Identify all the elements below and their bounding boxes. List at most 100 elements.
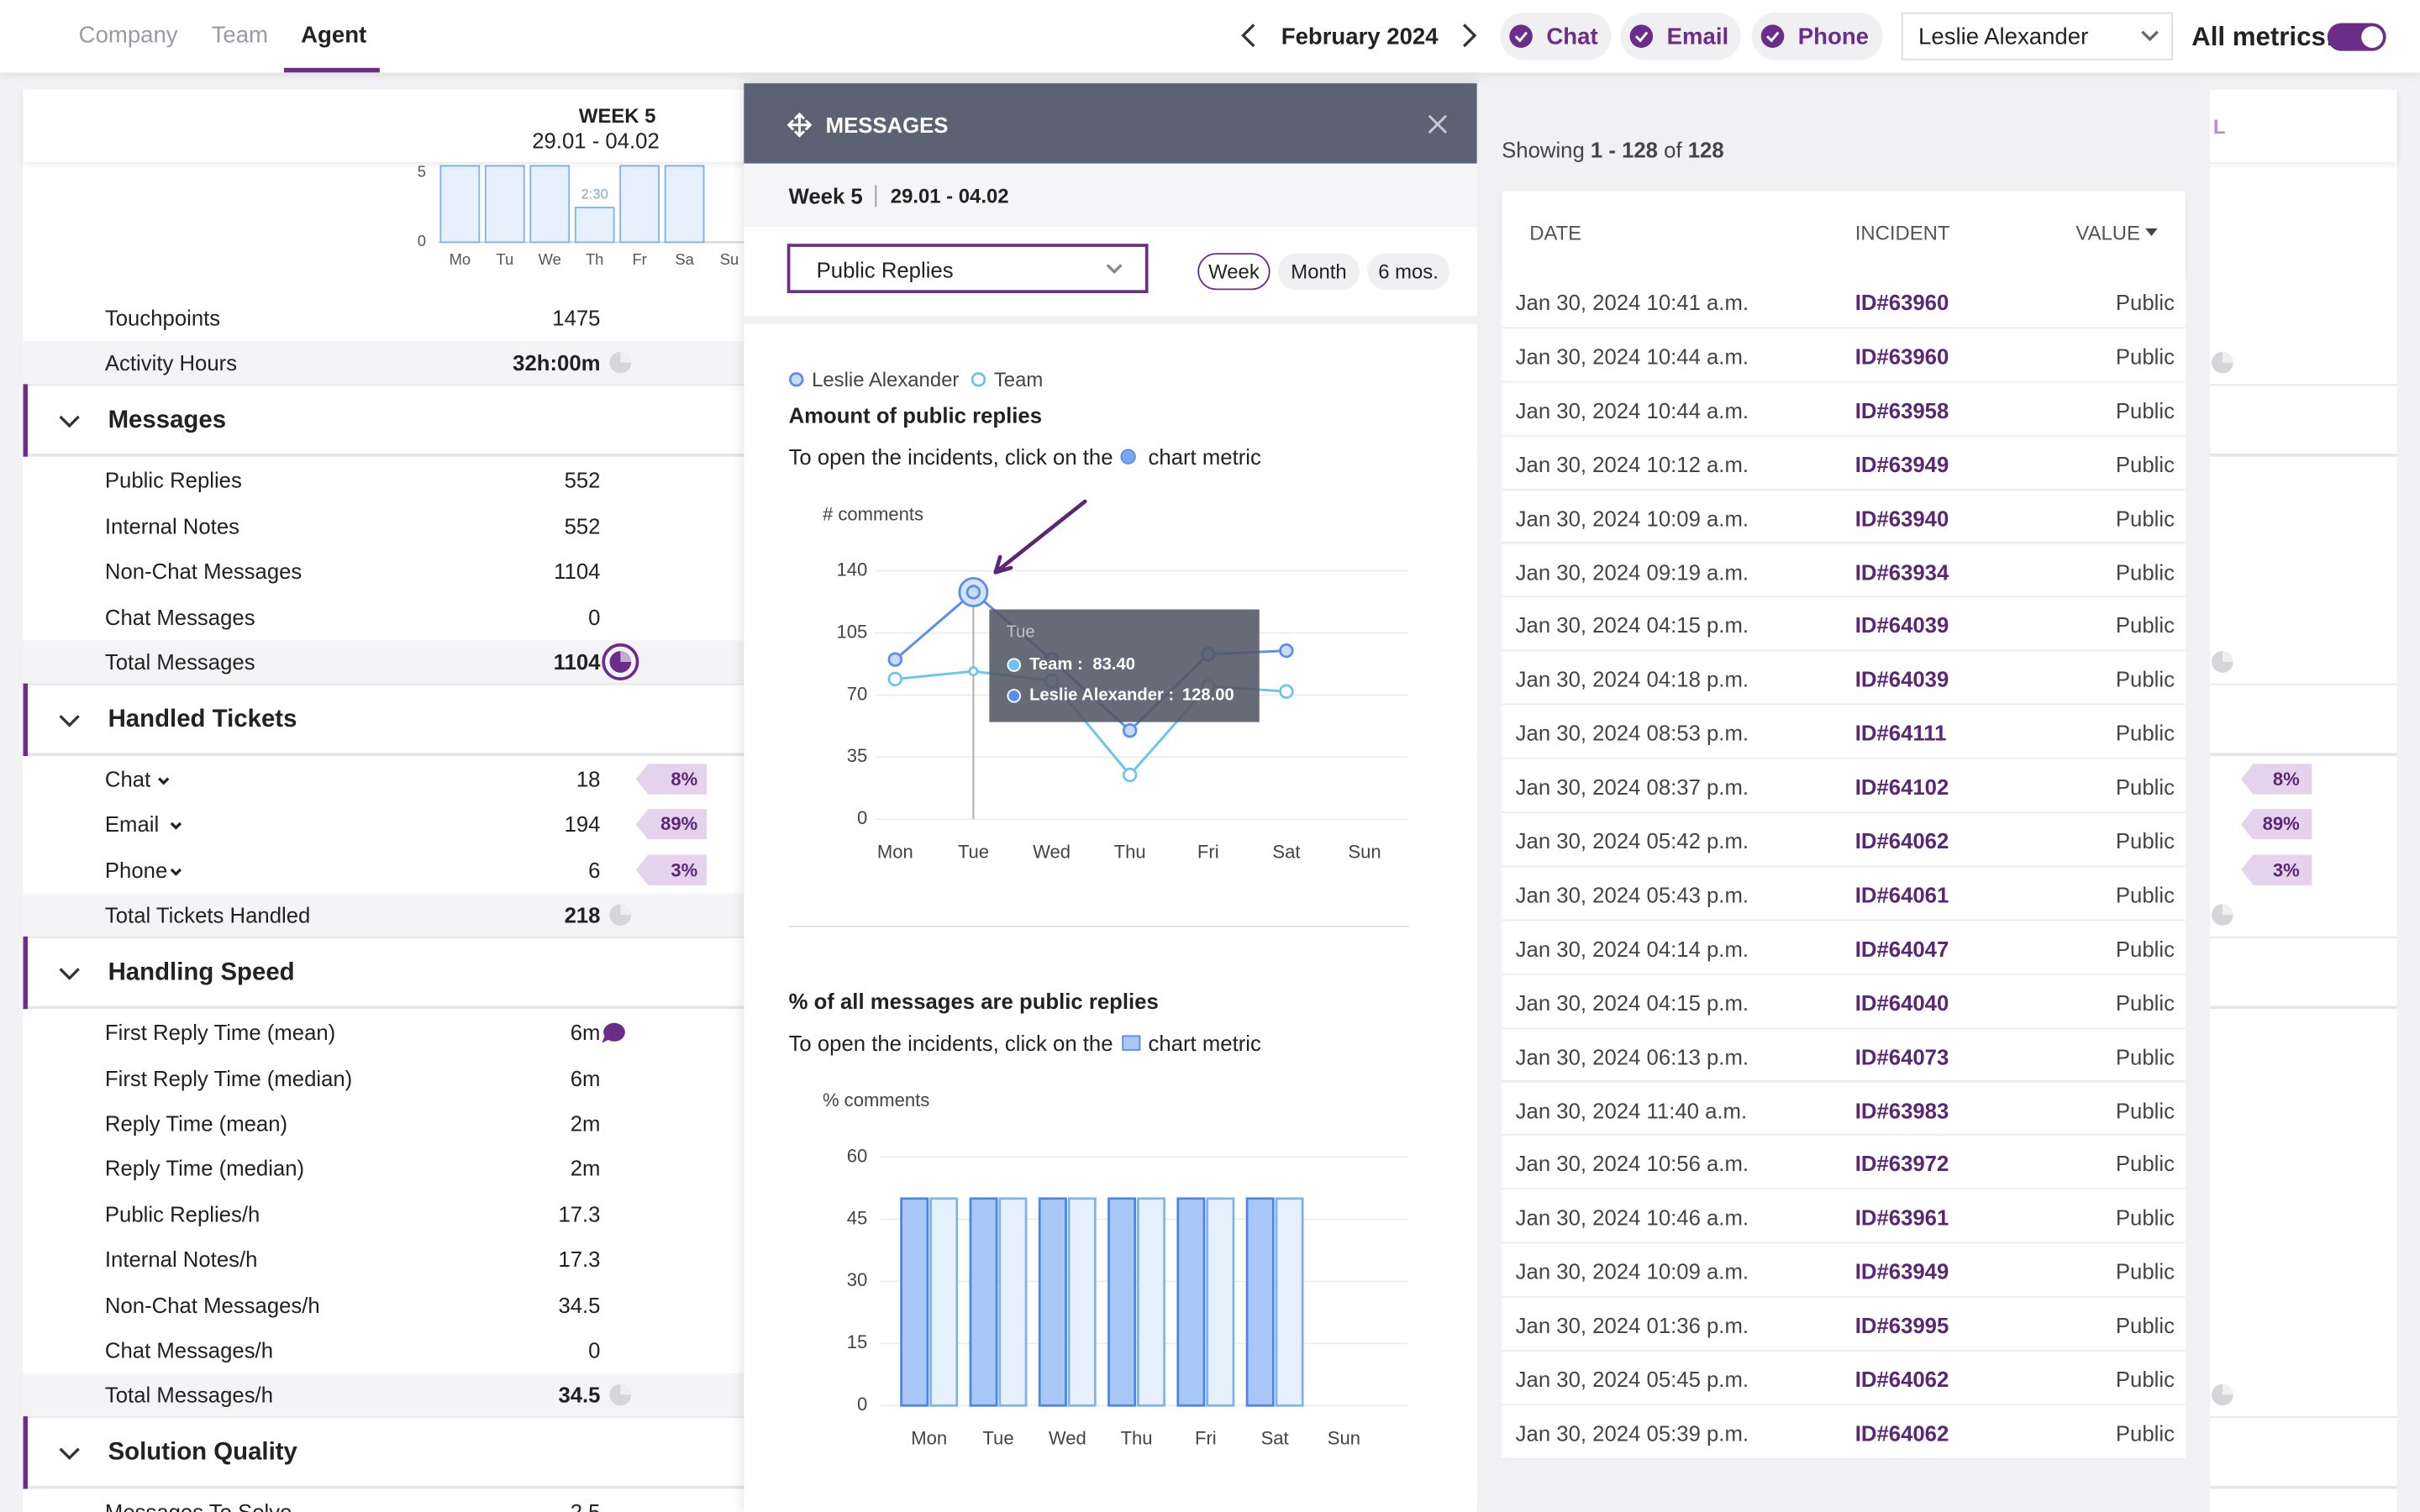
data-point	[887, 652, 903, 667]
check-icon	[1509, 24, 1533, 48]
metric-label: Public Replies/h	[104, 1201, 260, 1226]
share-badge-text: 89%	[660, 813, 698, 836]
metric-label: Reply Time (mean)	[104, 1110, 288, 1136]
data-point	[1279, 643, 1294, 659]
pie-icon	[609, 1384, 632, 1406]
table-row	[1502, 1243, 2186, 1298]
y-tick-label: 0	[857, 807, 867, 828]
chevron-icon	[158, 777, 170, 785]
incident-id[interactable]: ID#63949	[1854, 1259, 1949, 1284]
bar	[998, 1197, 1028, 1407]
agent-select[interactable]	[1901, 12, 2174, 60]
nav-tab[interactable]: Team	[211, 22, 269, 49]
chevron-icon	[170, 868, 182, 876]
incident-id[interactable]: ID#64062	[1854, 1420, 1949, 1446]
incident-id[interactable]: ID#63983	[1854, 1097, 1949, 1123]
x-tick-label: Wed	[1033, 842, 1071, 863]
y-tick-label: 60	[847, 1145, 868, 1166]
x-tick-label: Thu	[1114, 842, 1146, 863]
modal-range: 29.01 - 04.02	[890, 184, 1009, 208]
incident-id[interactable]: ID#64039	[1854, 667, 1949, 692]
chart-title: % of all messages are public replies	[788, 989, 1159, 1014]
check-icon	[1760, 24, 1785, 48]
x-tick-label: Wed	[1049, 1428, 1086, 1449]
column-header[interactable]: VALUE	[2075, 221, 2140, 245]
nav-tab[interactable]: Company	[78, 22, 178, 49]
metric-label: Internal Notes	[104, 513, 240, 538]
metric-label: Public Replies	[104, 468, 242, 493]
incident-value: Public	[2115, 721, 2175, 746]
incident-id[interactable]: ID#64040	[1854, 990, 1949, 1015]
divider	[788, 926, 1409, 927]
x-tick-label: Thu	[1121, 1428, 1153, 1449]
x-tick-label: Sun	[1348, 842, 1381, 863]
table-row	[1502, 867, 2186, 921]
metric-label: Touchpoints	[104, 305, 221, 331]
bar	[574, 207, 615, 244]
table-row	[1502, 759, 2186, 813]
check-mark	[1514, 31, 1528, 43]
x-tick-label: Sat	[1272, 842, 1300, 863]
metric-value: 6m	[570, 1065, 601, 1090]
x-tick-label: Mon	[911, 1428, 947, 1449]
incident-id[interactable]: ID#64047	[1854, 936, 1949, 961]
section-accent	[23, 937, 29, 1010]
incident-date: Jan 30, 2024 10:41 a.m.	[1515, 290, 1749, 315]
incident-value: Public	[2115, 990, 2175, 1015]
incident-id[interactable]: ID#64062	[1854, 828, 1949, 853]
table-row	[1502, 382, 2186, 437]
incident-id[interactable]: ID#63949	[1854, 451, 1949, 476]
incident-id[interactable]: ID#63934	[1854, 559, 1949, 585]
share-badge	[2240, 809, 2312, 840]
x-tick-label: Mo	[450, 250, 471, 268]
incident-value: Public	[2115, 505, 2175, 531]
chevron-icon	[170, 822, 182, 831]
nav-tab[interactable]: Agent	[301, 22, 367, 49]
incident-value: Public	[2115, 936, 2175, 961]
incident-id[interactable]: ID#63960	[1854, 344, 1949, 369]
period-button[interactable]	[1277, 253, 1360, 291]
incident-id[interactable]: ID#63960	[1854, 290, 1949, 315]
annotation-arrow	[993, 499, 1087, 575]
modal-header	[744, 83, 1477, 164]
incident-id[interactable]: ID#64073	[1854, 1043, 1949, 1069]
incident-value: Public	[2115, 1205, 2175, 1231]
incident-id[interactable]: ID#63940	[1854, 505, 1949, 531]
pie-icon	[602, 643, 639, 681]
share-badge	[635, 809, 708, 840]
period-button[interactable]	[1197, 253, 1270, 291]
metric-select-value: Public Replies	[816, 257, 954, 283]
prev-month	[1241, 24, 1255, 48]
incident-id[interactable]: ID#63995	[1854, 1313, 1949, 1338]
week-title: WEEK 5	[578, 103, 656, 128]
incident-value: Public	[2115, 1367, 2175, 1392]
incident-id[interactable]: ID#64039	[1854, 612, 1949, 638]
metric-select[interactable]	[786, 244, 1149, 293]
showing-count: Showing 1 - 128 of 128	[1502, 139, 1724, 160]
move-icon	[786, 112, 813, 138]
period-button[interactable]	[1367, 253, 1449, 291]
y-axis-label: # comments	[823, 503, 923, 524]
incident-id[interactable]: ID#64111	[1854, 721, 1947, 746]
share-badge	[2240, 764, 2312, 795]
incident-id[interactable]: ID#64062	[1854, 1367, 1949, 1392]
incident-id[interactable]: ID#64102	[1854, 774, 1949, 800]
incident-id[interactable]: ID#64061	[1854, 882, 1949, 907]
incident-date: Jan 30, 2024 04:14 p.m.	[1515, 936, 1749, 961]
incident-id[interactable]: ID#63958	[1854, 397, 1949, 423]
metric-value: 6m	[570, 1020, 601, 1045]
channel-label: Email	[1666, 24, 1729, 50]
chevron-icon	[1462, 24, 1477, 48]
metric-value: 2.5	[571, 1502, 601, 1512]
modal-title: MESSAGES	[825, 113, 949, 138]
incident-value: Public	[2115, 882, 2175, 907]
incident-id[interactable]: ID#63972	[1854, 1151, 1949, 1177]
incident-date: Jan 30, 2024 10:46 a.m.	[1515, 1205, 1749, 1231]
x-tick-label: Mon	[877, 842, 913, 863]
y-axis-label: % comments	[823, 1089, 929, 1110]
toggle-knob	[2361, 26, 2383, 48]
incident-id[interactable]: ID#63961	[1854, 1205, 1949, 1231]
period-label: 6 mos.	[1378, 260, 1439, 284]
pie-slice	[2222, 904, 2233, 916]
incident-date: Jan 30, 2024 01:36 p.m.	[1515, 1313, 1749, 1338]
